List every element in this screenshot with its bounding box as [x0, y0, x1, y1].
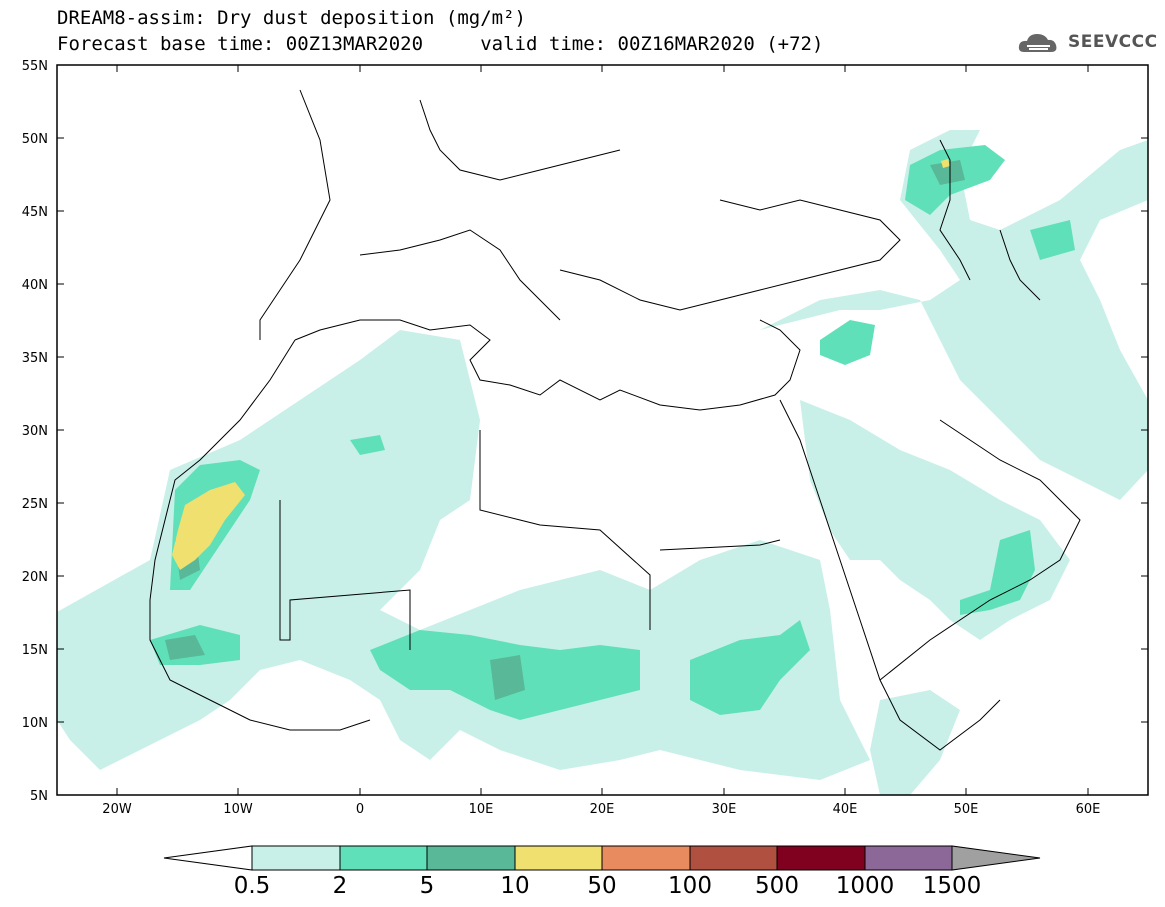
colorbar-swatch: [251, 845, 341, 871]
legend-label: 5: [420, 873, 435, 899]
lat-label: 20N: [22, 570, 48, 585]
lon-label: 30E: [712, 802, 737, 817]
legend-label: 500: [755, 873, 799, 899]
lat-label: 25N: [22, 497, 48, 512]
lat-label: 10N: [22, 716, 48, 731]
forecast-time-line: Forecast base time: 00Z13MAR2020 valid t…: [57, 33, 824, 55]
lat-label: 45N: [22, 205, 48, 220]
lon-label: 50E: [954, 802, 979, 817]
colorbar-swatch: [776, 845, 866, 871]
colorbar-swatch: [601, 845, 691, 871]
lat-label: 15N: [22, 643, 48, 658]
colorbar: 0.5 2 5 10 50 100 500 1000 1500: [163, 845, 1041, 899]
legend-label: 1000: [836, 873, 895, 899]
colorbar-low-arrow: [163, 845, 253, 871]
lat-label: 40N: [22, 278, 48, 293]
lat-label: 50N: [22, 132, 48, 147]
coastlines: [149, 89, 1081, 751]
cloud-logo-icon: [1018, 34, 1057, 52]
lon-label: 10W: [223, 802, 253, 817]
lon-label: 20E: [590, 802, 615, 817]
lon-label: 0: [356, 802, 364, 817]
lon-label: 60E: [1076, 802, 1101, 817]
legend-label: 2: [333, 873, 348, 899]
colorbar-swatch: [689, 845, 778, 871]
longitude-axis: 20W 10W 0 10E 20E 30E 40E 50E 60E: [102, 65, 1100, 817]
dust-fields: [57, 130, 1148, 795]
lat-label: 55N: [22, 59, 48, 74]
latitude-axis: 55N 50N 45N 40N 35N 30N 25N 20N 15N 10N …: [22, 59, 1148, 804]
map-title: DREAM8-assim: Dry dust deposition (mg/m²…: [57, 7, 526, 29]
lon-label: 40E: [833, 802, 858, 817]
legend-label: 50: [587, 873, 616, 899]
colorbar-high-arrow: [951, 845, 1041, 871]
colorbar-swatch: [426, 845, 516, 871]
lon-label: 10E: [469, 802, 494, 817]
legend-label: 0.5: [234, 873, 271, 899]
lat-label: 35N: [22, 351, 48, 366]
lat-label: 5N: [30, 789, 48, 804]
lon-label: 20W: [102, 802, 132, 817]
legend-label: 1500: [923, 873, 982, 899]
legend-label: 100: [668, 873, 712, 899]
colorbar-swatch: [514, 845, 603, 871]
logo-text: SEEVCCC: [1068, 32, 1158, 52]
colorbar-swatch: [339, 845, 428, 871]
lat-label: 30N: [22, 424, 48, 439]
colorbar-swatch: [864, 845, 953, 871]
legend-label: 10: [500, 873, 529, 899]
